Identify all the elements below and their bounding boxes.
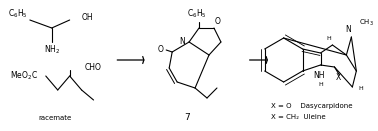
Text: X: X [336,72,341,81]
Text: O: O [157,45,163,54]
Text: racemate: racemate [38,115,71,121]
Text: $\mathregular{C_6H_5}$: $\mathregular{C_6H_5}$ [8,8,28,20]
Text: $\mathregular{NH_2}$: $\mathregular{NH_2}$ [43,44,60,56]
Text: OH: OH [82,13,93,23]
Text: X = O    Dasycarpidone: X = O Dasycarpidone [271,103,352,109]
Text: N: N [345,24,351,34]
Text: H: H [326,37,331,42]
Text: O: O [215,18,221,26]
Text: 7: 7 [184,113,190,122]
Text: CHO: CHO [85,64,101,72]
Text: H: H [318,83,323,88]
Text: H: H [358,86,363,91]
Text: $\mathregular{MeO_2C}$: $\mathregular{MeO_2C}$ [10,70,38,82]
Text: $\mathregular{CH_3}$: $\mathregular{CH_3}$ [359,18,374,28]
Text: NH: NH [313,70,324,80]
Text: X = CH₂  Uleine: X = CH₂ Uleine [271,114,325,120]
Text: $\mathregular{C_6H_5}$: $\mathregular{C_6H_5}$ [187,8,207,20]
Text: N: N [179,37,185,47]
